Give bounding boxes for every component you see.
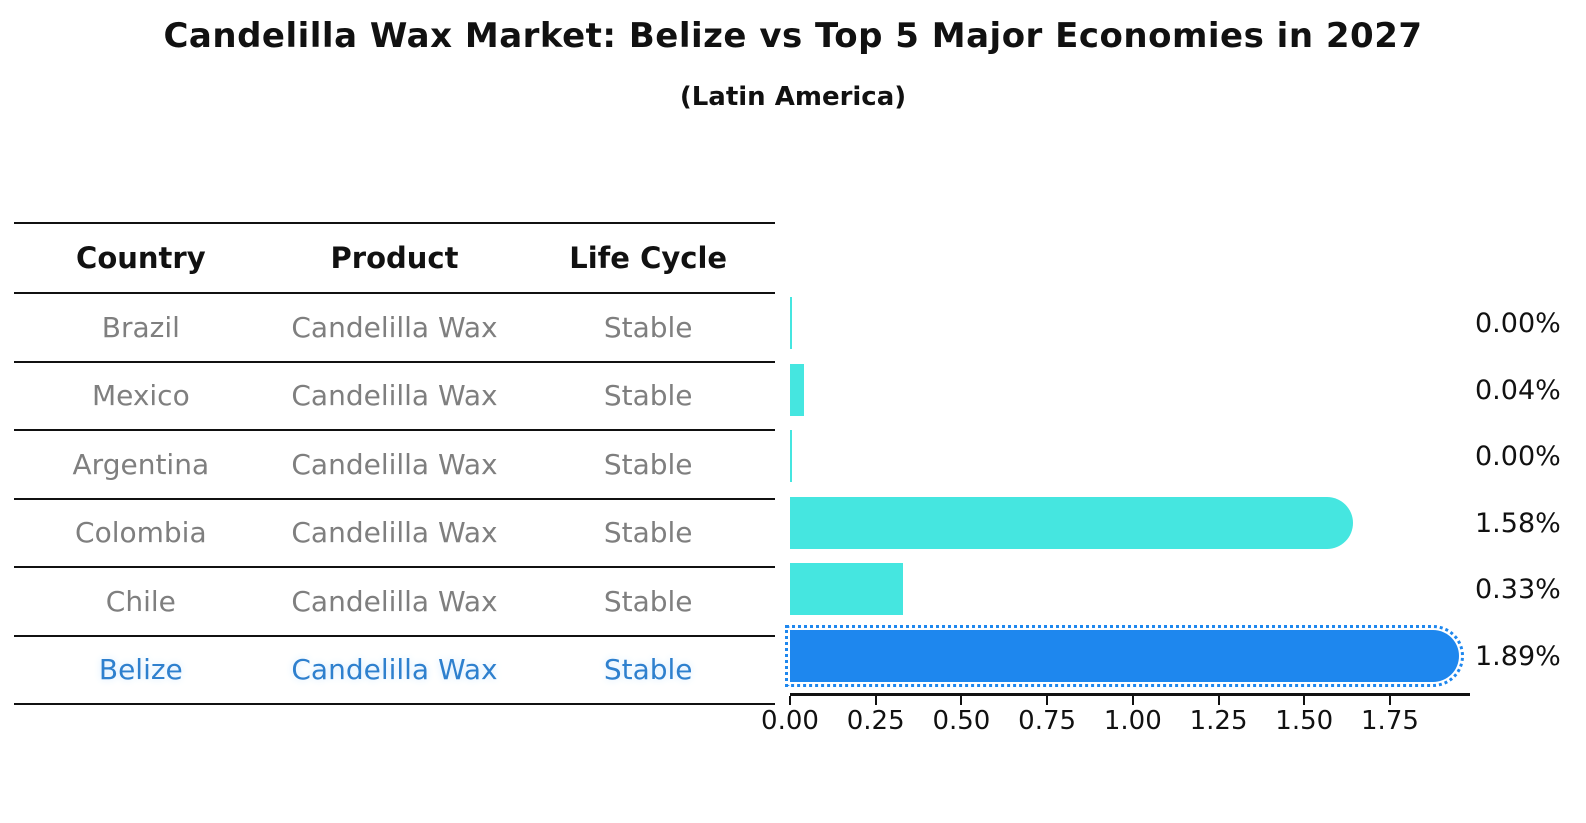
cell-lifecycle: Stable [603,516,693,550]
bar-colombia [790,496,1353,549]
column-header-lifecycle: Life Cycle [569,241,728,275]
table-row-colombia: Colombia Candelilla Wax Stable [14,500,775,568]
x-axis-tick [874,696,877,705]
bar-value-label-mexico: 0.04% [1475,374,1561,406]
x-axis-tick-label: 1.25 [1189,706,1248,736]
chart-title: Candelilla Wax Market: Belize vs Top 5 M… [163,16,1423,56]
table-row-chile: Chile Candelilla Wax Stable [14,568,775,637]
column-header-product: Product [330,241,459,275]
cell-product: Candelilla Wax [291,584,498,618]
x-axis-tick [789,696,791,705]
bar-mexico [790,363,804,416]
cell-lifecycle: Stable [603,379,693,413]
bar-value-label-colombia: 1.58% [1475,507,1561,539]
bar-argentina [790,430,792,483]
x-axis-tick [960,696,963,705]
cell-lifecycle: Stable [603,653,693,687]
bar-value-label-belize: 1.89% [1475,640,1561,672]
x-axis-tick [1046,696,1049,705]
cell-country: Colombia [75,516,207,550]
cell-lifecycle: Stable [603,584,693,618]
table-header-row: Country Product Life Cycle [14,222,775,294]
bar-value-label-brazil: 0.00% [1475,308,1561,340]
economies-table: Country Product Life Cycle Brazil Candel… [14,222,775,705]
cell-country: Chile [105,584,176,618]
x-axis-tick [1217,696,1220,705]
bar-chile [790,563,904,616]
column-header-country: Country [76,241,206,275]
chart-subtitle: (Latin America) [679,82,907,112]
cell-country: Brazil [101,310,180,344]
cell-product: Candelilla Wax [291,310,498,344]
table-row-argentina: Argentina Candelilla Wax Stable [14,431,775,500]
cell-country: Mexico [91,379,190,413]
x-axis-tick-label: 0.50 [932,706,991,736]
table-row-mexico: Mexico Candelilla Wax Stable [14,363,775,431]
table-row-brazil: Brazil Candelilla Wax Stable [14,294,775,363]
cell-lifecycle: Stable [603,310,693,344]
bar-value-label-chile: 0.33% [1475,574,1561,606]
x-axis-tick [1131,696,1134,705]
cell-country: Argentina [72,447,210,481]
cell-lifecycle: Stable [603,447,693,481]
x-axis-line [790,693,1470,696]
x-axis-tick-label: 0.25 [846,706,905,736]
x-axis-tick-label: 0.00 [761,706,819,736]
cell-product: Candelilla Wax [291,447,498,481]
cell-product: Candelilla Wax [291,653,498,687]
bar-value-label-argentina: 0.00% [1475,441,1561,473]
table-row-belize: Belize Candelilla Wax Stable [14,637,775,705]
bar-brazil [790,297,792,350]
cell-product: Candelilla Wax [291,379,498,413]
x-axis-tick-label: 0.75 [1018,706,1077,736]
x-axis-tick-label: 1.50 [1275,706,1334,736]
cell-country: Belize [98,653,183,687]
x-axis-tick [1388,696,1391,705]
x-axis-tick [1303,696,1306,705]
cell-product: Candelilla Wax [291,516,498,550]
x-axis-tick-label: 1.75 [1361,706,1419,736]
bar-belize [785,624,1464,687]
x-axis-tick-label: 1.00 [1103,706,1162,736]
